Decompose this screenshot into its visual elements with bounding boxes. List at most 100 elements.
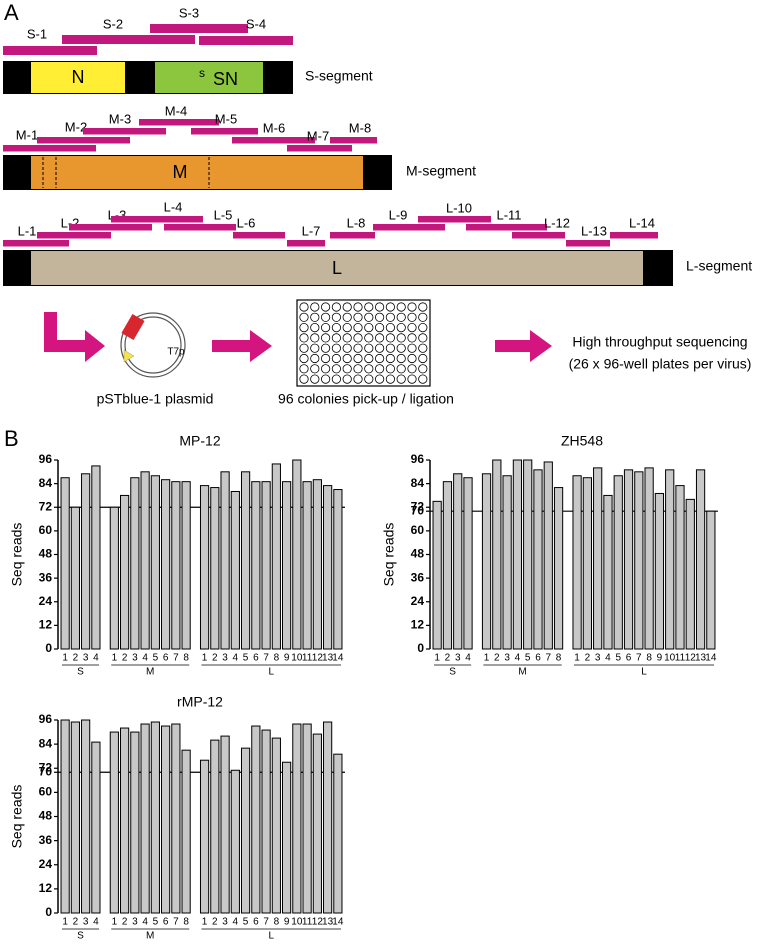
well xyxy=(310,302,320,312)
gene-label: L xyxy=(332,258,342,278)
x-tick-label: 4 xyxy=(93,653,99,664)
well xyxy=(342,364,352,374)
well xyxy=(396,343,406,353)
bar xyxy=(70,721,80,914)
x-tick-label: 1 xyxy=(62,917,68,928)
bar xyxy=(685,498,695,650)
amplicon-label: M-4 xyxy=(165,103,187,118)
amplicon xyxy=(62,35,195,44)
y-tick-label: 84 xyxy=(39,476,53,490)
x-tick-label: 2 xyxy=(585,653,591,664)
well xyxy=(353,322,363,333)
well xyxy=(342,302,352,312)
y-tick-label: 96 xyxy=(39,712,53,726)
well xyxy=(418,312,428,322)
x-tick-label: 6 xyxy=(626,653,632,664)
bar xyxy=(91,741,101,914)
amplicon xyxy=(233,232,285,239)
bar xyxy=(60,719,70,914)
amplicon-label: L-1 xyxy=(18,223,37,238)
bar xyxy=(432,500,442,650)
y-tick-label: 70 xyxy=(411,503,425,517)
x-tick-label: 3 xyxy=(83,917,89,928)
well xyxy=(310,364,320,374)
well xyxy=(299,302,309,312)
well xyxy=(374,333,385,343)
bar xyxy=(251,725,261,914)
amplicon xyxy=(330,137,377,144)
x-tick-label: 12 xyxy=(312,917,324,928)
amplicon-label: S-4 xyxy=(246,16,266,31)
well xyxy=(331,302,341,312)
well xyxy=(320,343,331,353)
x-tick-label: 8 xyxy=(274,917,280,928)
group-label: M xyxy=(146,667,154,678)
bar xyxy=(453,473,463,650)
well xyxy=(407,302,417,312)
chart-title: rMP-12 xyxy=(177,694,223,710)
bar xyxy=(523,459,533,650)
amplicon-label: L-8 xyxy=(347,215,366,230)
bar xyxy=(492,459,502,650)
y-tick-label: 60 xyxy=(39,523,53,537)
well xyxy=(353,353,363,364)
bar xyxy=(644,467,654,650)
y-tick-label: 72 xyxy=(39,499,53,513)
bar xyxy=(675,485,685,650)
sequencing-label: High throughput sequencing xyxy=(572,334,747,350)
bar xyxy=(161,479,171,650)
x-tick-label: 1 xyxy=(62,653,68,664)
well xyxy=(320,302,331,312)
amplicon xyxy=(373,224,445,231)
x-tick-label: 13 xyxy=(322,917,334,928)
well xyxy=(418,333,428,343)
y-tick-label: 48 xyxy=(39,809,53,823)
x-tick-label: 12 xyxy=(685,653,697,664)
y-tick-label: 84 xyxy=(411,476,425,490)
x-tick-label: 5 xyxy=(243,653,249,664)
bar xyxy=(220,471,230,650)
bar xyxy=(81,719,91,914)
well xyxy=(374,353,385,364)
amplicon-label: L-11 xyxy=(496,207,521,222)
amplicon-label: S-2 xyxy=(103,16,123,31)
x-tick-label: 3 xyxy=(222,653,228,664)
bar xyxy=(261,481,271,650)
x-tick-label: 4 xyxy=(93,917,99,928)
segment-name: M-segment xyxy=(406,163,476,179)
x-tick-label: 1 xyxy=(112,653,118,664)
n-gene xyxy=(31,62,125,93)
bar xyxy=(130,731,140,914)
x-tick-label: 5 xyxy=(243,917,249,928)
bar xyxy=(572,475,582,650)
amplicon xyxy=(111,216,203,223)
x-tick-label: 10 xyxy=(291,917,303,928)
well xyxy=(374,312,385,322)
x-tick-label: 7 xyxy=(173,653,179,664)
well xyxy=(364,322,374,333)
bar xyxy=(230,769,240,914)
x-tick-label: 11 xyxy=(302,917,313,928)
bar xyxy=(251,481,261,650)
amplicon xyxy=(3,240,69,247)
amplicon-label: L-7 xyxy=(302,223,321,238)
nss-gene xyxy=(155,62,263,93)
well xyxy=(299,364,309,374)
x-tick-label: 9 xyxy=(284,917,290,928)
x-tick-label: 8 xyxy=(556,653,562,664)
chart-title: ZH548 xyxy=(561,433,603,449)
bar xyxy=(261,729,271,914)
group-label: L xyxy=(641,667,647,678)
y-tick-label: 36 xyxy=(411,570,425,584)
bar xyxy=(706,510,716,650)
well xyxy=(396,374,406,384)
plasmid xyxy=(124,316,182,374)
well xyxy=(364,353,374,364)
x-tick-label: 6 xyxy=(163,917,169,928)
well xyxy=(374,322,385,333)
amplicon-label: M-3 xyxy=(109,111,131,126)
well xyxy=(342,312,352,322)
well xyxy=(342,374,352,384)
amplicon xyxy=(3,145,96,152)
plate-label: 96 colonies pick-up / ligation xyxy=(278,391,454,407)
